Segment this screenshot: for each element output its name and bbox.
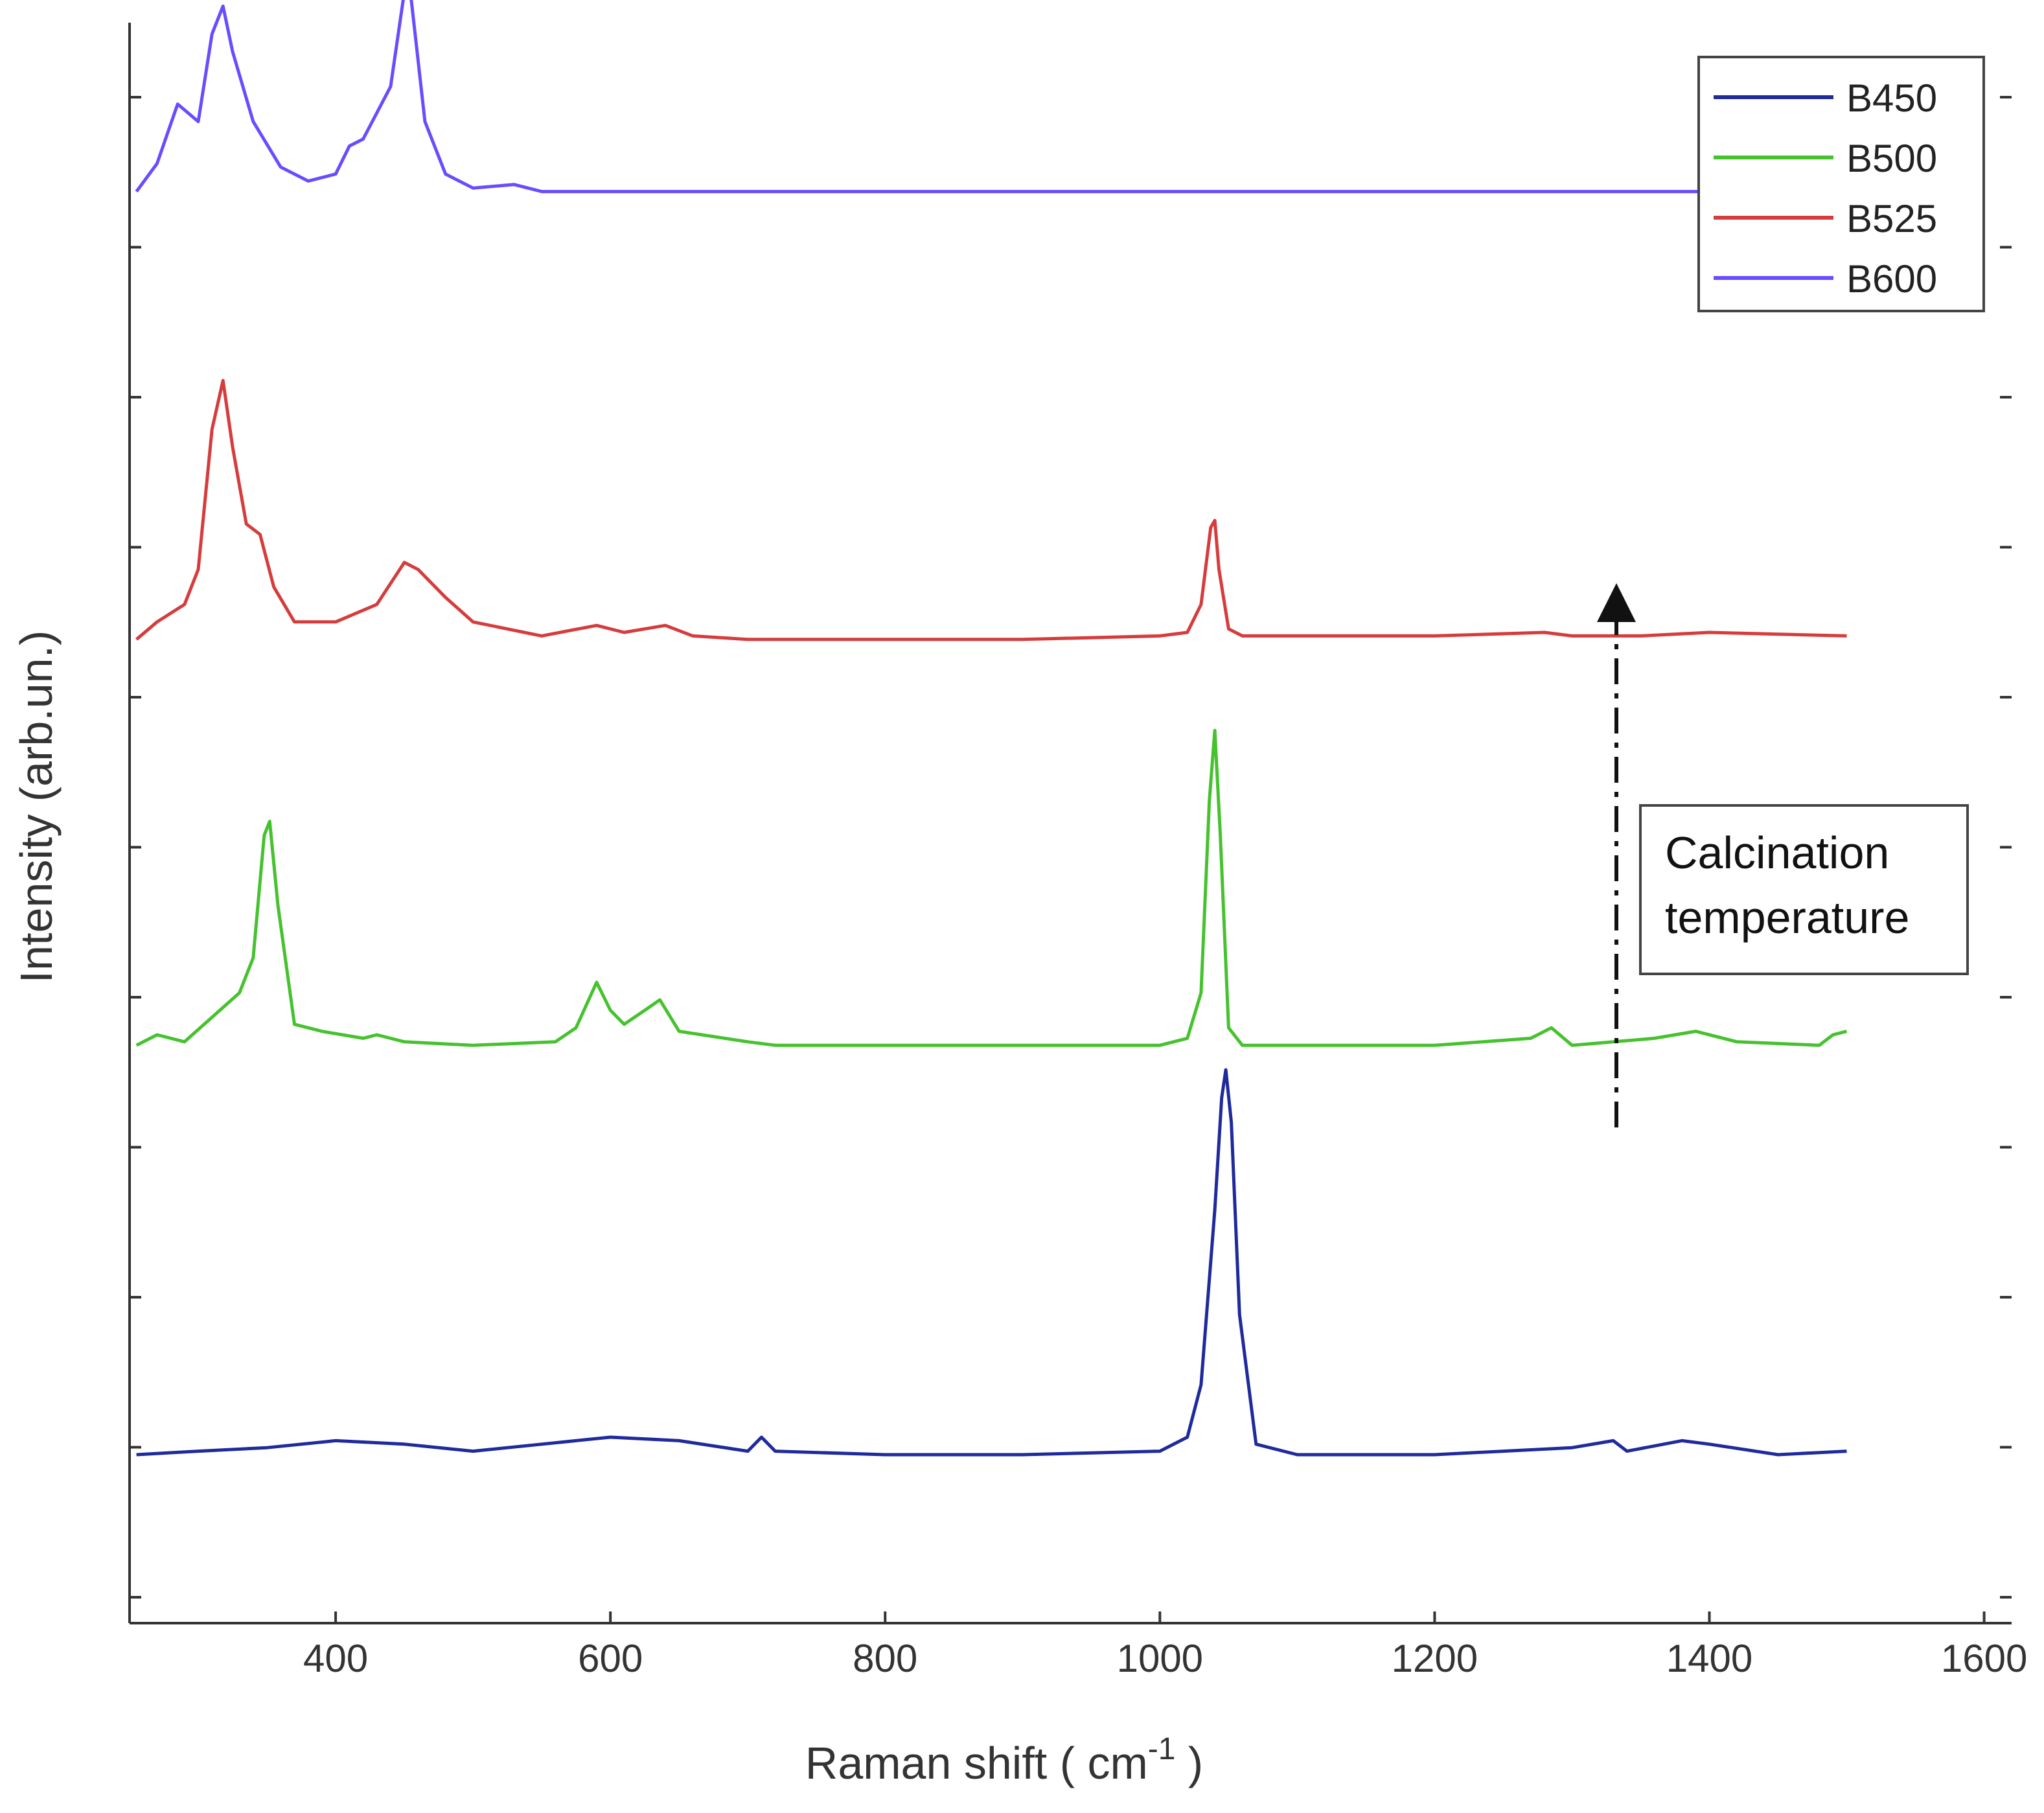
x-axis-title: Raman shift ( cm-1 ) [805,1732,1203,1788]
annotation-line-2: temperature [1665,892,1909,943]
x-tick-labels: 400 600 800 1000 1200 1400 1600 [303,1637,2027,1680]
y-axis-title: Intensity (arb.un.) [11,630,62,984]
series-group [135,0,1848,1457]
calcination-annotation: Calcination temperature [1597,583,1969,1127]
legend-label: B450 [1846,76,1937,120]
x-tick-label: 400 [303,1637,368,1680]
series-line-b500 [135,728,1848,1047]
x-tick-label: 1600 [1941,1637,2027,1680]
legend-label: B525 [1846,197,1937,240]
legend-box [1697,56,1985,312]
legend-label: B500 [1846,137,1937,180]
series-line-b450 [136,1068,1847,1457]
x-tick-label: 800 [853,1637,917,1680]
series-line-b525 [135,378,1847,641]
x-tick-label: 600 [578,1637,643,1680]
annotation-box [1639,804,1969,975]
x-tick-label: 1200 [1392,1637,1478,1680]
series-line-b600 [135,0,1847,194]
legend: B450 B500 B525 B600 [1697,56,1985,312]
annotation-line-1: Calcination [1665,827,1889,878]
legend-label: B600 [1846,257,1937,301]
x-tick-label: 1400 [1666,1637,1752,1680]
axes [128,23,2012,1624]
x-tick-label: 1000 [1117,1637,1203,1680]
